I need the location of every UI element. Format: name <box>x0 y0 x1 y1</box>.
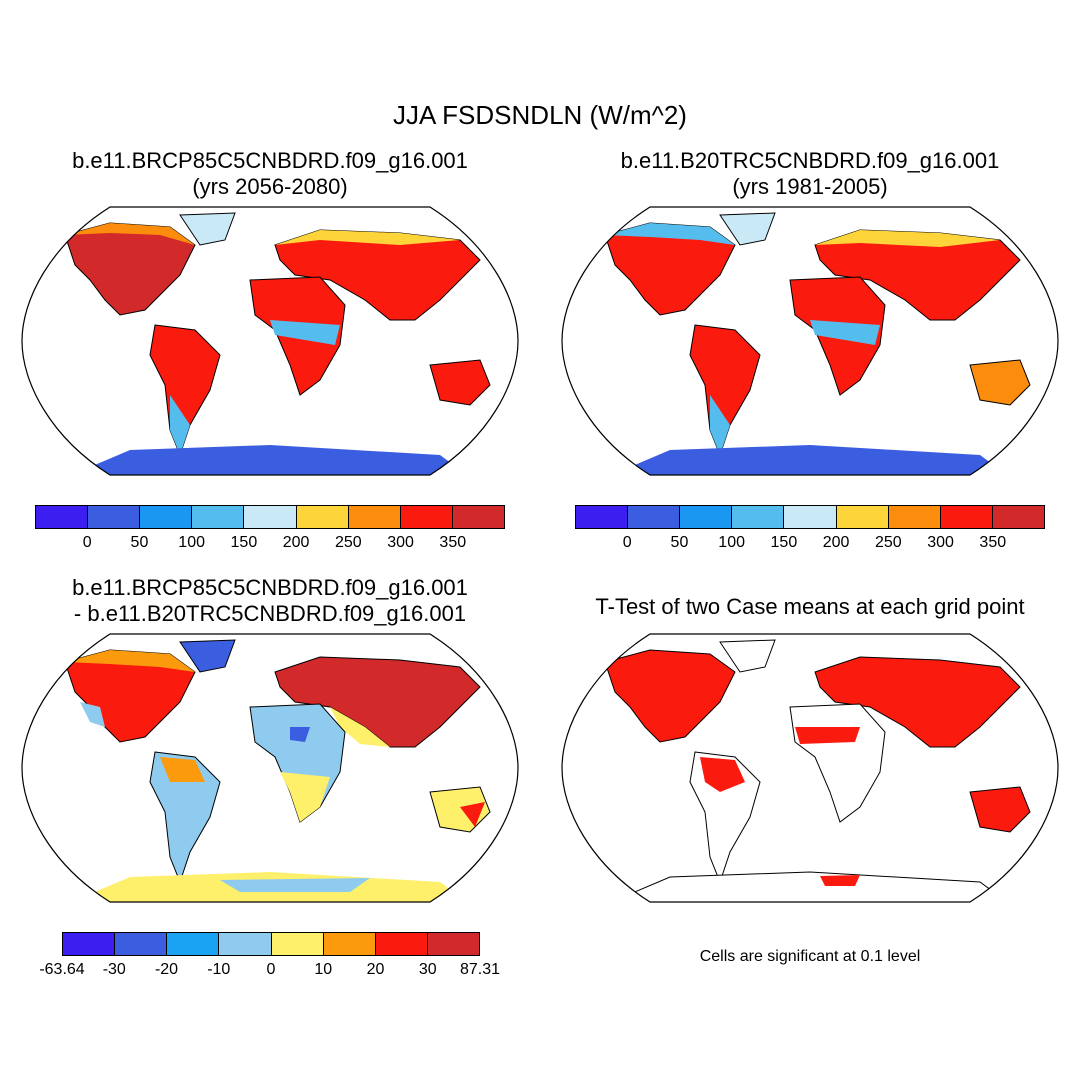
panel-4-title-line1: T-Test of two Case means at each grid po… <box>595 594 1025 619</box>
figure-title: JJA FSDSNDLN (W/m^2) <box>393 100 687 130</box>
europe-asia <box>274 229 481 321</box>
colorbar-tick-label: 10 <box>314 961 333 978</box>
colorbar-tick-label: 0 <box>82 534 92 551</box>
australia <box>429 359 491 406</box>
panel-2-title: b.e11.B20TRC5CNBDRD.f09_g16.001 (yrs 198… <box>560 148 1060 200</box>
colorbar-swatch <box>628 506 681 528</box>
colorbar-swatch <box>140 506 193 528</box>
colorbar-swatch <box>115 933 168 955</box>
map-historical-panel <box>561 206 1059 476</box>
colorbar-difference-ticks: -63.64 -30 -20 -10 0 10 20 30 87.31 <box>39 961 500 981</box>
colorbar-swatch <box>784 506 837 528</box>
colorbar-swatch <box>400 506 453 528</box>
colorbar-tick-label: 350 <box>439 534 467 551</box>
colorbar-tick-label: 87.31 <box>459 961 501 978</box>
colorbar-historical-ticks: 0 50 100 150 200 250 300 350 <box>575 534 1045 554</box>
colorbar-tick-label: 200 <box>282 534 310 551</box>
colorbar-swatch <box>680 506 733 528</box>
colorbar-tick-label: 20 <box>366 961 385 978</box>
panel-2-title-line1: b.e11.B20TRC5CNBDRD.f09_g16.001 <box>620 148 1000 173</box>
panel-3-title-line1: b.e11.BRCP85C5CNBDRD.f09_g16.001 <box>72 575 468 600</box>
colorbar-swatch <box>244 506 297 528</box>
colorbar-tick-label: 50 <box>670 534 689 551</box>
significance-note: Cells are significant at 0.1 level <box>699 948 921 965</box>
colorbar-swatch <box>375 933 428 955</box>
colorbar-tick-label: 350 <box>979 534 1007 551</box>
colorbar-tick-label: 100 <box>718 534 746 551</box>
colorbar-swatch <box>192 506 245 528</box>
colorbar-tick-label: -20 <box>154 961 179 978</box>
panel-3-title-line2: - b.e11.B20TRC5CNBDRD.f09_g16.001 <box>73 601 467 626</box>
colorbar-swatch <box>836 506 889 528</box>
greenland <box>179 212 236 246</box>
colorbar-tick-label: -63.64 <box>39 961 85 978</box>
panel-1-title-line1: b.e11.BRCP85C5CNBDRD.f09_g16.001 <box>72 148 468 173</box>
colorbar-swatch <box>732 506 785 528</box>
colorbar-swatch <box>348 506 401 528</box>
colorbar-swatch <box>940 506 993 528</box>
colorbar-tick-label: 150 <box>230 534 258 551</box>
colorbar-tick-label: 0 <box>622 534 632 551</box>
colorbar-tick-label: 0 <box>266 961 276 978</box>
colorbar-swatch <box>271 933 324 955</box>
colorbar-tick-label: 100 <box>178 534 206 551</box>
map-difference-panel <box>21 633 519 903</box>
colorbar-tick-label: 300 <box>387 534 414 551</box>
colorbar-tick-label: 200 <box>822 534 850 551</box>
panel-1-title-line2: (yrs 2056-2080) <box>192 174 348 199</box>
colorbar-swatch <box>888 506 941 528</box>
colorbar-swatch <box>167 933 220 955</box>
colorbar-historical <box>575 505 1045 529</box>
colorbar-tick-label: 250 <box>334 534 362 551</box>
colorbar-future-ticks: 0 50 100 150 200 250 300 350 <box>35 534 505 554</box>
colorbar-swatch <box>219 933 272 955</box>
colorbar-tick-label: -30 <box>102 961 126 978</box>
panel-3-title: b.e11.BRCP85C5CNBDRD.f09_g16.001 - b.e11… <box>20 575 520 627</box>
colorbar-tick-label: 150 <box>770 534 798 551</box>
colorbar-swatch <box>427 933 479 955</box>
panel-4-title: T-Test of two Case means at each grid po… <box>560 594 1060 620</box>
colorbar-swatch <box>36 506 89 528</box>
north-america <box>64 222 196 316</box>
colorbar-tick-label: 30 <box>418 961 437 978</box>
colorbar-swatch <box>296 506 349 528</box>
colorbar-swatch <box>88 506 141 528</box>
colorbar-swatch <box>452 506 504 528</box>
panel-2-title-line2: (yrs 1981-2005) <box>732 174 888 199</box>
panel-1-title: b.e11.BRCP85C5CNBDRD.f09_g16.001 (yrs 20… <box>20 148 520 200</box>
map-ttest-panel <box>561 633 1059 903</box>
colorbar-tick-label: -10 <box>207 961 231 978</box>
colorbar-swatch <box>992 506 1044 528</box>
colorbar-swatch <box>323 933 376 955</box>
antarctica <box>80 445 470 475</box>
colorbar-future <box>35 505 505 529</box>
colorbar-swatch <box>63 933 116 955</box>
colorbar-tick-label: 300 <box>927 534 954 551</box>
colorbar-swatch <box>576 506 629 528</box>
colorbar-difference <box>62 932 480 956</box>
colorbar-tick-label: 50 <box>130 534 149 551</box>
colorbar-tick-label: 250 <box>874 534 902 551</box>
map-future-panel <box>21 206 519 476</box>
